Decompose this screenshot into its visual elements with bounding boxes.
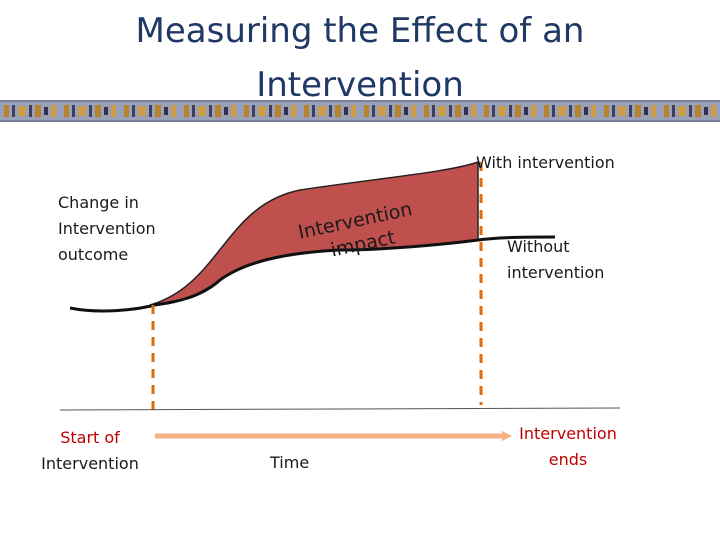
start-of-intervention-label: Start of Intervention [20,425,160,477]
decorative-title-band [0,100,720,122]
title-line-1: Measuring the Effect of an [135,11,585,51]
time-axis-line [59,407,621,411]
without-intervention-label: Without intervention [507,234,604,286]
without-line-2: intervention [507,263,605,282]
title-line-2: Intervention [256,65,464,105]
change-outcome-line-2: Intervention [58,219,156,238]
ends-line-1: Intervention [519,424,617,443]
time-label: Time [270,453,310,472]
with-intervention-label: With intervention [476,153,615,172]
ends-line-2: ends [548,450,588,469]
start-line-1: Start of [60,428,120,447]
slide-title: Measuring the Effect of an Intervention [0,4,720,112]
change-outcome-label: Change in Intervention outcome [58,190,156,268]
without-intervention-curve [69,235,556,313]
intervention-ends-label: Intervention ends [498,421,638,473]
without-line-1: Without [507,237,570,256]
change-outcome-line-1: Change in [58,193,139,212]
change-outcome-line-3: outcome [58,245,129,264]
start-line-2: Intervention [41,454,139,473]
